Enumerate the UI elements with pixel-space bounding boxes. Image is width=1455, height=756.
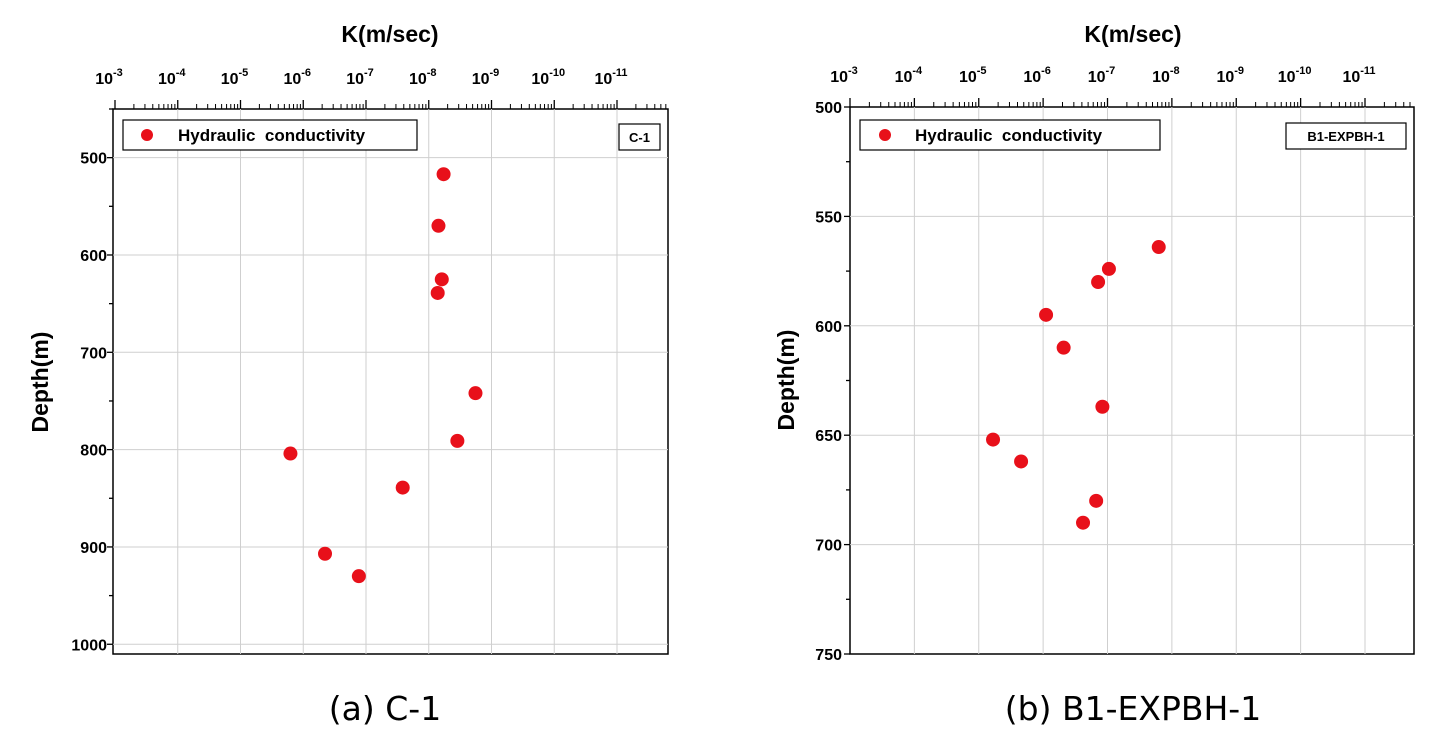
legend-box xyxy=(859,119,1161,151)
panel-caption: (b) B1-EXPBH-1 xyxy=(1005,689,1261,728)
x-minor-ticks xyxy=(849,98,1411,107)
y-tick-label: 600 xyxy=(815,319,842,336)
y-tick-label: 700 xyxy=(80,345,107,362)
data-point xyxy=(1091,275,1106,290)
legend-label: Hydraulic conductivity xyxy=(178,126,366,145)
x-tick-label: 10-11 xyxy=(1342,65,1375,86)
x-tick-labels: 10-3 10-4 10-5 10-6 10-7 10-8 10-9 10-10 10-11 xyxy=(95,67,627,88)
plot-area xyxy=(849,106,1415,655)
data-point xyxy=(986,432,1001,447)
x-tick-label: 10-4 xyxy=(158,67,186,88)
borehole-tag: C-1 xyxy=(618,123,661,151)
y-tick-label: 750 xyxy=(815,647,842,664)
y-tick-label: 1000 xyxy=(71,637,107,654)
y-tick-label: 550 xyxy=(815,209,842,226)
borehole-tag: B1-EXPBH-1 xyxy=(1285,122,1407,150)
chart-panel-b1-expbh-1: K(m/sec) Depth(m) 10-3 10-4 10-5 10-6 10-7 10… xyxy=(773,21,1415,728)
data-point xyxy=(450,433,465,448)
grid-lines xyxy=(113,109,668,654)
legend: Hydraulic conductivity xyxy=(122,119,418,151)
data-point xyxy=(468,386,483,401)
data-points xyxy=(986,240,1166,530)
x-tick-label: 10-8 xyxy=(409,67,437,88)
legend-marker xyxy=(879,129,891,141)
data-point xyxy=(1089,493,1104,508)
tag-label: B1-EXPBH-1 xyxy=(1307,129,1384,144)
data-point xyxy=(1076,515,1091,530)
x-tick-label: 10-5 xyxy=(959,65,987,86)
data-point xyxy=(430,285,445,300)
chart-panel-c1: K(m/sec) Depth(m) 10-3 10-4 10-5 10-6 10-7 10… xyxy=(27,21,669,728)
x-tick-label: 10-9 xyxy=(1216,65,1244,86)
data-point xyxy=(283,446,298,461)
x-tick-label: 10-10 xyxy=(1278,65,1312,86)
y-tick-label: 700 xyxy=(815,538,842,555)
x-tick-label: 10-7 xyxy=(346,67,374,88)
data-point xyxy=(431,218,446,233)
legend-marker xyxy=(141,129,153,141)
x-tick-label: 10-11 xyxy=(594,67,627,88)
x-tick-label: 10-3 xyxy=(830,65,858,86)
x-minor-ticks xyxy=(114,100,667,109)
data-point xyxy=(1095,399,1110,414)
x-tick-label: 10-6 xyxy=(1023,65,1051,86)
plot-area xyxy=(112,108,669,655)
x-axis-title: K(m/sec) xyxy=(341,21,438,47)
legend-label: Hydraulic conductivity xyxy=(915,126,1103,145)
data-points xyxy=(283,167,483,584)
data-point xyxy=(1151,240,1166,255)
x-tick-label: 10-4 xyxy=(895,65,923,86)
y-tick-label: 900 xyxy=(80,540,107,557)
x-tick-label: 10-3 xyxy=(95,67,123,88)
y-tick-label: 500 xyxy=(80,151,107,168)
y-tick-labels: 500 600 700 800 900 1000 xyxy=(71,108,113,654)
data-point xyxy=(1101,261,1116,276)
y-tick-label: 600 xyxy=(80,248,107,265)
data-point xyxy=(1039,307,1054,322)
y-axis-title: Depth(m) xyxy=(27,332,53,433)
y-tick-label: 650 xyxy=(815,428,842,445)
x-tick-label: 10-5 xyxy=(221,67,249,88)
legend: Hydraulic conductivity xyxy=(859,119,1161,151)
x-tick-label: 10-9 xyxy=(472,67,500,88)
y-tick-label: 800 xyxy=(80,443,107,460)
data-point xyxy=(351,569,366,584)
x-tick-label: 10-6 xyxy=(283,67,311,88)
y-tick-label: 500 xyxy=(815,100,842,117)
data-point xyxy=(1056,340,1071,355)
x-axis-title: K(m/sec) xyxy=(1084,21,1181,47)
data-point xyxy=(395,480,410,495)
tag-box xyxy=(1285,122,1407,150)
data-point xyxy=(436,167,451,182)
data-point xyxy=(318,546,333,561)
x-tick-label: 10-8 xyxy=(1152,65,1180,86)
x-tick-label: 10-7 xyxy=(1088,65,1116,86)
legend-box xyxy=(122,119,418,151)
x-tick-label: 10-10 xyxy=(531,67,565,88)
data-point xyxy=(1014,454,1029,469)
tag-box xyxy=(618,123,661,151)
y-tick-labels: 500 550 600 650 700 750 xyxy=(815,100,850,664)
data-point xyxy=(434,272,449,287)
grid-lines xyxy=(850,107,1414,654)
y-axis-title: Depth(m) xyxy=(773,330,799,431)
x-tick-labels: 10-3 10-4 10-5 10-6 10-7 10-8 10-9 10-10 10-11 xyxy=(830,65,1375,86)
panel-caption: (a) C-1 xyxy=(329,689,441,728)
tag-label: C-1 xyxy=(629,130,650,145)
